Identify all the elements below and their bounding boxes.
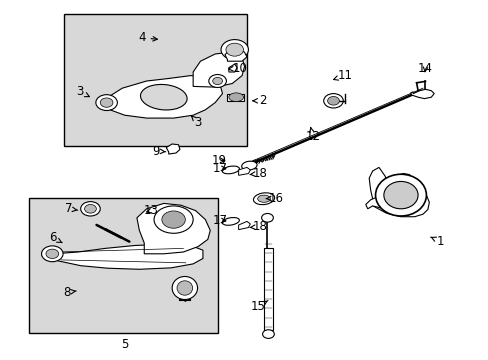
Text: 17: 17 (212, 214, 227, 227)
Bar (29, 198, 217, 333)
Polygon shape (386, 174, 410, 188)
Text: 11: 11 (333, 69, 351, 82)
Text: 14: 14 (417, 62, 432, 75)
Text: 9: 9 (152, 145, 165, 158)
Ellipse shape (154, 206, 193, 233)
Text: 16: 16 (265, 192, 283, 204)
Ellipse shape (212, 77, 222, 85)
Ellipse shape (100, 98, 113, 107)
Ellipse shape (222, 217, 239, 225)
Polygon shape (41, 244, 203, 269)
Text: 12: 12 (305, 127, 320, 143)
Polygon shape (193, 52, 244, 87)
Text: 4: 4 (138, 31, 157, 44)
Ellipse shape (327, 96, 339, 105)
Polygon shape (227, 94, 244, 101)
Ellipse shape (162, 211, 185, 228)
Ellipse shape (84, 204, 96, 213)
Ellipse shape (257, 195, 270, 202)
Text: 19: 19 (211, 154, 226, 167)
Ellipse shape (41, 246, 63, 262)
Ellipse shape (177, 281, 192, 295)
Ellipse shape (261, 213, 273, 222)
Text: 6: 6 (49, 231, 62, 244)
Text: 18: 18 (249, 167, 267, 180)
Text: 18: 18 (249, 220, 267, 233)
Ellipse shape (323, 94, 343, 108)
Text: 10: 10 (228, 62, 246, 75)
Text: 13: 13 (144, 204, 159, 217)
Ellipse shape (375, 174, 426, 216)
Text: 3: 3 (191, 116, 202, 129)
Text: 8: 8 (63, 286, 76, 299)
Ellipse shape (262, 330, 274, 338)
Polygon shape (238, 167, 250, 175)
Polygon shape (105, 76, 222, 118)
Ellipse shape (241, 161, 257, 170)
Text: 2: 2 (252, 94, 266, 107)
Ellipse shape (228, 93, 243, 102)
Ellipse shape (208, 75, 226, 87)
Text: 1: 1 (430, 235, 443, 248)
Polygon shape (410, 89, 433, 99)
Text: 17: 17 (212, 162, 227, 175)
Ellipse shape (172, 276, 197, 300)
Polygon shape (224, 50, 246, 61)
Ellipse shape (46, 249, 59, 258)
Text: 5: 5 (121, 338, 128, 351)
Ellipse shape (221, 40, 248, 60)
Text: 3: 3 (76, 85, 89, 98)
Polygon shape (228, 64, 237, 72)
Polygon shape (264, 248, 272, 330)
Bar (63, 14, 246, 146)
Ellipse shape (222, 166, 239, 174)
Ellipse shape (96, 95, 117, 111)
Polygon shape (137, 203, 210, 254)
Text: 7: 7 (64, 202, 78, 215)
Ellipse shape (253, 193, 274, 204)
Polygon shape (368, 167, 428, 217)
Ellipse shape (383, 181, 417, 209)
Ellipse shape (81, 202, 100, 216)
Polygon shape (238, 221, 250, 230)
Ellipse shape (140, 85, 187, 110)
Polygon shape (166, 144, 180, 154)
Ellipse shape (225, 43, 243, 56)
Text: 15: 15 (250, 300, 267, 313)
Polygon shape (365, 196, 388, 209)
